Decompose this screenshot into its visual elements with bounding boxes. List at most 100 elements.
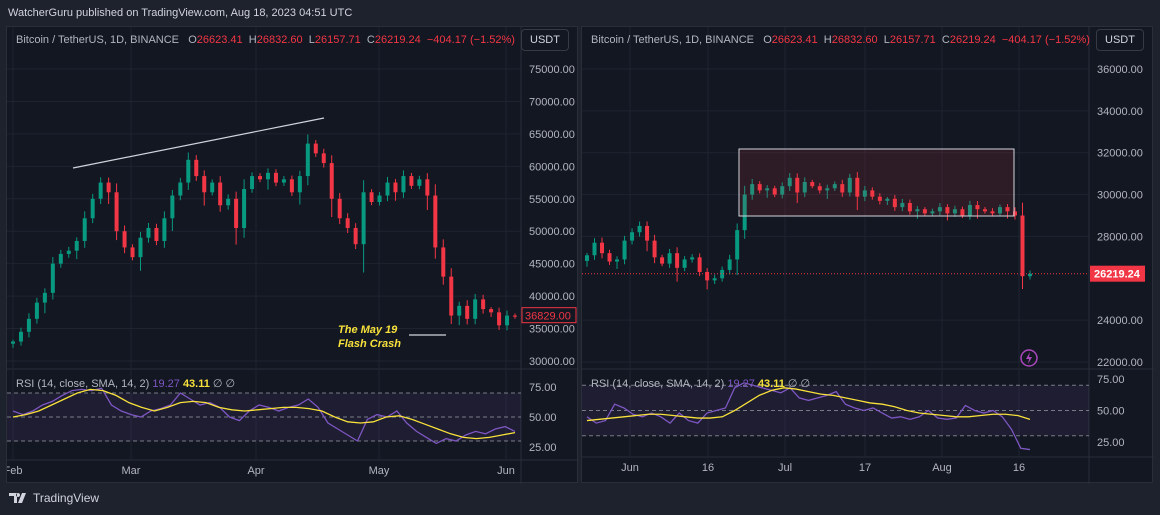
candle	[967, 205, 972, 216]
candle	[1020, 215, 1025, 277]
y-tick-label: 34000.00	[1097, 106, 1143, 118]
candle	[847, 177, 852, 193]
left-chart-panel[interactable]: 75000.00 70000.00 65000.00 60000.00 55000.00…	[6, 26, 579, 484]
x-tick-label: Apr	[247, 465, 264, 477]
candle	[481, 299, 486, 310]
candle	[441, 247, 446, 277]
candle	[226, 198, 231, 206]
candle	[690, 257, 695, 260]
candle	[321, 153, 326, 164]
candle	[497, 312, 502, 326]
candle	[930, 211, 935, 214]
y-tick-label: 35000.00	[529, 324, 575, 336]
candle	[1012, 211, 1017, 216]
candle	[862, 190, 867, 197]
candle	[877, 196, 882, 201]
candle	[915, 209, 920, 212]
open-label: O	[188, 34, 197, 46]
candle	[742, 194, 747, 231]
y-tick-label: 45000.00	[529, 259, 575, 271]
candle	[250, 176, 255, 190]
candle	[289, 179, 294, 193]
candle	[369, 192, 374, 203]
candle	[258, 176, 263, 180]
y-tick-label: 40000.00	[529, 291, 575, 303]
candle	[585, 255, 589, 261]
candle	[305, 143, 310, 177]
flash-crash-annotation: Flash Crash	[338, 338, 401, 350]
open-value: 26623.41	[196, 34, 243, 46]
candle	[417, 179, 422, 186]
candle	[90, 198, 95, 219]
candle	[50, 263, 55, 293]
y-tick-label: 36000.00	[1097, 64, 1143, 76]
currency-button[interactable]: USDT	[1096, 29, 1144, 51]
y-tick-label: 30000.00	[529, 356, 575, 368]
tradingview-logo-icon	[9, 493, 26, 503]
candle	[780, 186, 785, 195]
x-tick-label: May	[369, 465, 390, 477]
candle	[982, 209, 987, 212]
candle	[645, 225, 650, 241]
candle	[960, 209, 965, 216]
candle	[885, 198, 890, 201]
candle	[345, 218, 350, 228]
candle	[162, 218, 167, 241]
currency-button[interactable]: USDT	[521, 29, 569, 51]
candle	[727, 259, 732, 270]
price-label: 36829.00	[525, 311, 571, 323]
rsi-legend: RSI (14, close, SMA, 14, 2) 19.27 43.11 …	[591, 377, 810, 390]
x-tick-label: Feb	[7, 465, 22, 477]
left-chart-canvas[interactable]: 75000.00 70000.00 65000.00 60000.00 55000.00…	[7, 27, 579, 484]
rsi-sma-value: 43.11	[757, 378, 785, 390]
symbol-legend: Bitcoin / TetherUS, 1D, BINANCE O26623.4…	[591, 34, 1090, 46]
candle	[825, 188, 830, 191]
candle	[705, 272, 710, 281]
candle	[600, 242, 605, 254]
candle	[840, 184, 845, 193]
candle	[170, 195, 175, 219]
right-chart-canvas[interactable]: 36000.00 34000.00 32000.00 30000.00 28000.00…	[582, 27, 1154, 484]
candle	[58, 253, 63, 264]
candle	[592, 242, 597, 256]
candle	[750, 184, 755, 195]
candle	[313, 143, 318, 154]
candle	[945, 207, 950, 214]
published-caption: WatcherGuru published on TradingView.com…	[8, 7, 353, 19]
candle	[82, 218, 87, 241]
candle	[265, 172, 270, 180]
symbol-legend: Bitcoin / TetherUS, 1D, BINANCE O26623.4…	[16, 34, 515, 46]
candle	[667, 253, 672, 264]
candle	[273, 172, 278, 183]
rsi-sma-value: 43.11	[182, 378, 210, 390]
candle	[1005, 207, 1010, 212]
candle	[720, 269, 725, 279]
y-tick-label: 55000.00	[529, 194, 575, 206]
x-tick-label: 17	[859, 462, 871, 474]
rsi-extra: ∅ ∅	[787, 378, 811, 390]
candle	[937, 207, 942, 212]
trend-line	[72, 117, 325, 169]
y-tick-label: 32000.00	[1097, 148, 1143, 160]
rsi-sma-line	[12, 388, 516, 440]
candle	[242, 189, 247, 228]
candle	[765, 188, 770, 191]
open-label: O	[763, 34, 772, 46]
candle	[457, 305, 462, 316]
candle	[712, 278, 717, 281]
high-value: 26832.60	[256, 34, 303, 46]
candle	[952, 209, 957, 214]
candle	[297, 176, 302, 193]
candle	[409, 176, 414, 186]
candle	[675, 253, 680, 268]
close-label: C	[941, 34, 950, 46]
rsi-tick-label: 50.00	[529, 412, 557, 424]
candle	[697, 257, 702, 273]
candle	[735, 230, 740, 260]
right-chart-panel[interactable]: 36000.00 34000.00 32000.00 30000.00 28000.00…	[581, 26, 1154, 484]
tradingview-logo[interactable]: TradingView	[9, 491, 99, 505]
rsi-line	[586, 382, 1031, 451]
candle	[473, 299, 478, 319]
low-value: 26157.71	[889, 34, 936, 46]
y-tick-label: 65000.00	[529, 129, 575, 141]
